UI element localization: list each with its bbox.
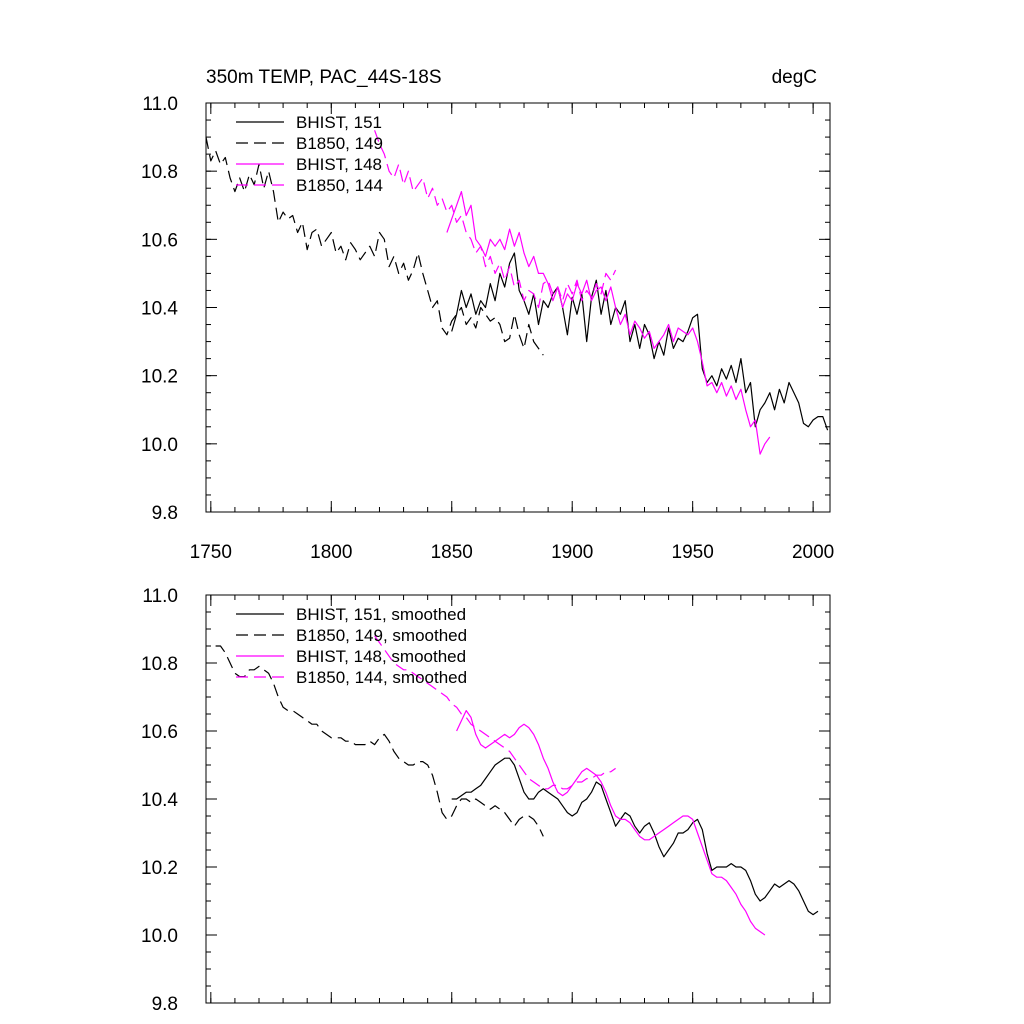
y-tick-label: 10.4 — [141, 790, 178, 811]
y-tick-label: 10.6 — [141, 230, 178, 251]
y-tick-label: 10.2 — [141, 858, 178, 879]
x-tick-label: 1900 — [551, 542, 593, 563]
y-tick-label: 10.0 — [141, 435, 178, 456]
x-tick-label: 1950 — [672, 542, 714, 563]
series-line-1 — [215, 645, 544, 837]
y-tick-label: 10.8 — [141, 162, 178, 183]
series-line-3 — [374, 635, 616, 790]
legend-entry: BHIST, 151, smoothed — [296, 605, 466, 624]
legend-entry: BHIST, 148 — [296, 155, 382, 174]
series-line-2 — [456, 709, 766, 936]
units-label: degC — [772, 67, 817, 88]
x-tick-label: 1800 — [310, 542, 352, 563]
series-line-1 — [205, 136, 544, 356]
legend-entry: BHIST, 148, smoothed — [296, 647, 466, 666]
legend-entry: B1850, 144, smoothed — [296, 668, 467, 687]
y-tick-label: 10.2 — [141, 367, 178, 388]
y-tick-label: 10.6 — [141, 722, 178, 743]
y-tick-label: 11.0 — [142, 586, 178, 607]
y-tick-label: 10.8 — [141, 654, 178, 675]
bottom-panel: 9.8 10.0 10.2 10.4 10.6 10.8 11.0 BHIST, 151, s… — [141, 586, 831, 1015]
y-tick-label: 9.8 — [152, 503, 178, 524]
legend-entry: B1850, 149 — [296, 134, 383, 153]
legend-entry: B1850, 144 — [296, 176, 383, 195]
legend-entry: BHIST, 151 — [296, 113, 382, 132]
y-tick-label: 11.0 — [142, 94, 178, 115]
top-panel: 9.8 10.0 10.2 10.4 10.6 10.8 11.0 1750 1800 1850 1… — [141, 94, 834, 563]
legend-entry: B1850, 149, smoothed — [296, 626, 467, 645]
x-tick-label: 1750 — [190, 542, 232, 563]
x-tick-label: 1850 — [431, 542, 473, 563]
series-line-0 — [451, 252, 829, 431]
series-line-0 — [451, 757, 819, 916]
y-tick-label: 10.4 — [141, 299, 178, 320]
series-line-3 — [374, 130, 617, 309]
y-tick-label: 9.8 — [152, 994, 178, 1015]
series-line-2 — [446, 191, 771, 455]
x-tick-label: 2000 — [792, 542, 834, 563]
y-tick-label: 10.0 — [141, 926, 178, 947]
chart-title: 350m TEMP, PAC_44S-18S — [206, 67, 442, 88]
